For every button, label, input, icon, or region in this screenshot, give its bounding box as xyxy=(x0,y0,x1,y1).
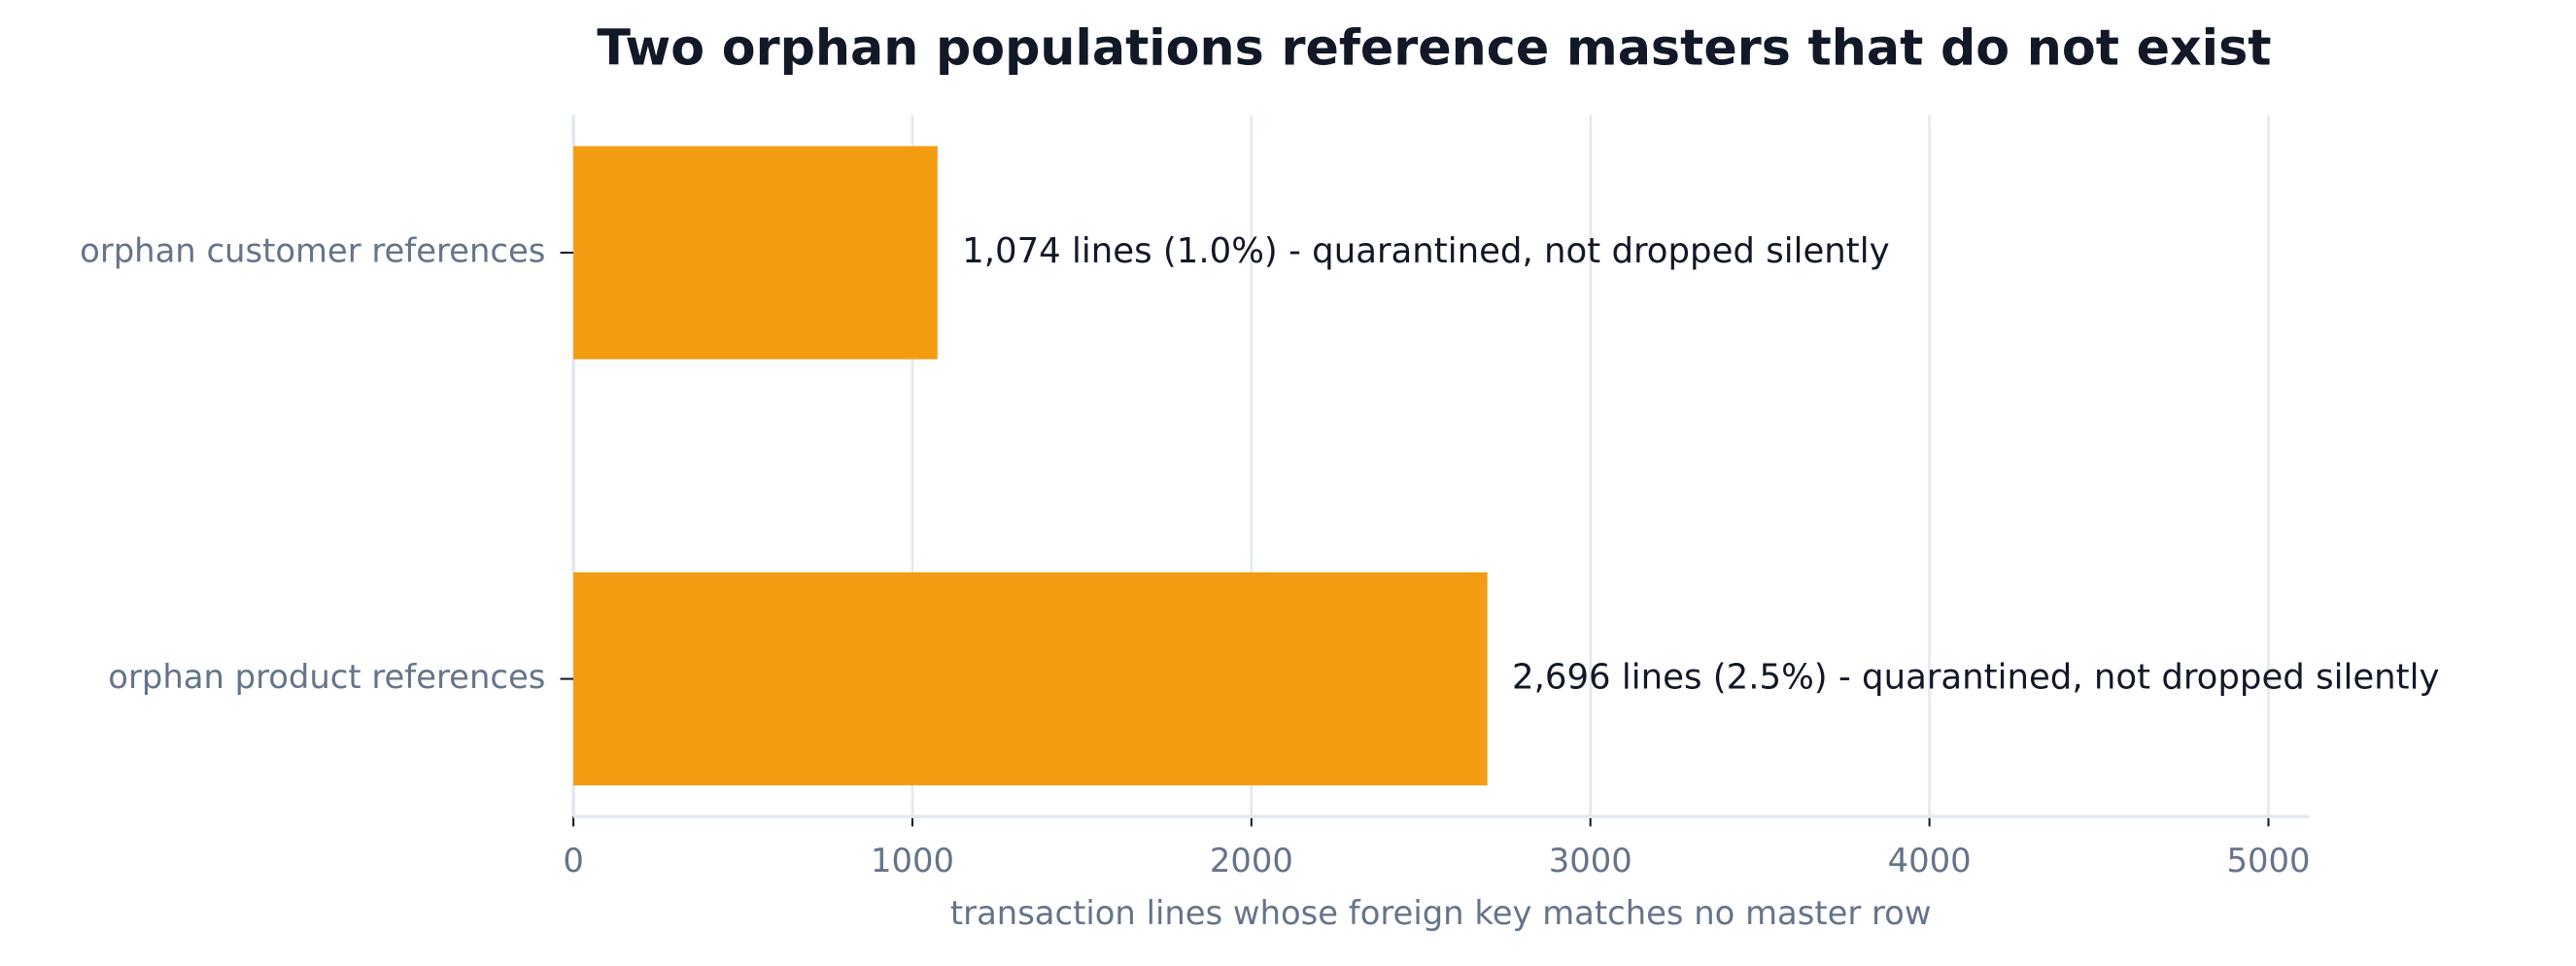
x-tick-label: 2000 xyxy=(1210,842,1293,880)
x-tick-label: 4000 xyxy=(1888,842,1972,880)
y-tick-label: orphan product references xyxy=(108,658,545,696)
data-label: 2,696 lines (2.5%) - quarantined, not dr… xyxy=(1512,658,2439,698)
x-tick-label: 0 xyxy=(563,842,584,880)
x-tick-label: 3000 xyxy=(1549,842,1632,880)
y-tick-label: orphan customer references xyxy=(80,231,545,269)
bar xyxy=(573,146,938,360)
x-axis-label: transaction lines whose foreign key matc… xyxy=(950,894,1932,932)
data-label: 1,074 lines (1.0%) - quarantined, not dr… xyxy=(962,231,1889,271)
x-tick-label: 1000 xyxy=(871,842,954,880)
x-tick-label: 5000 xyxy=(2226,842,2310,880)
bar xyxy=(573,571,1488,786)
chart-title: Two orphan populations reference masters… xyxy=(597,18,2271,76)
